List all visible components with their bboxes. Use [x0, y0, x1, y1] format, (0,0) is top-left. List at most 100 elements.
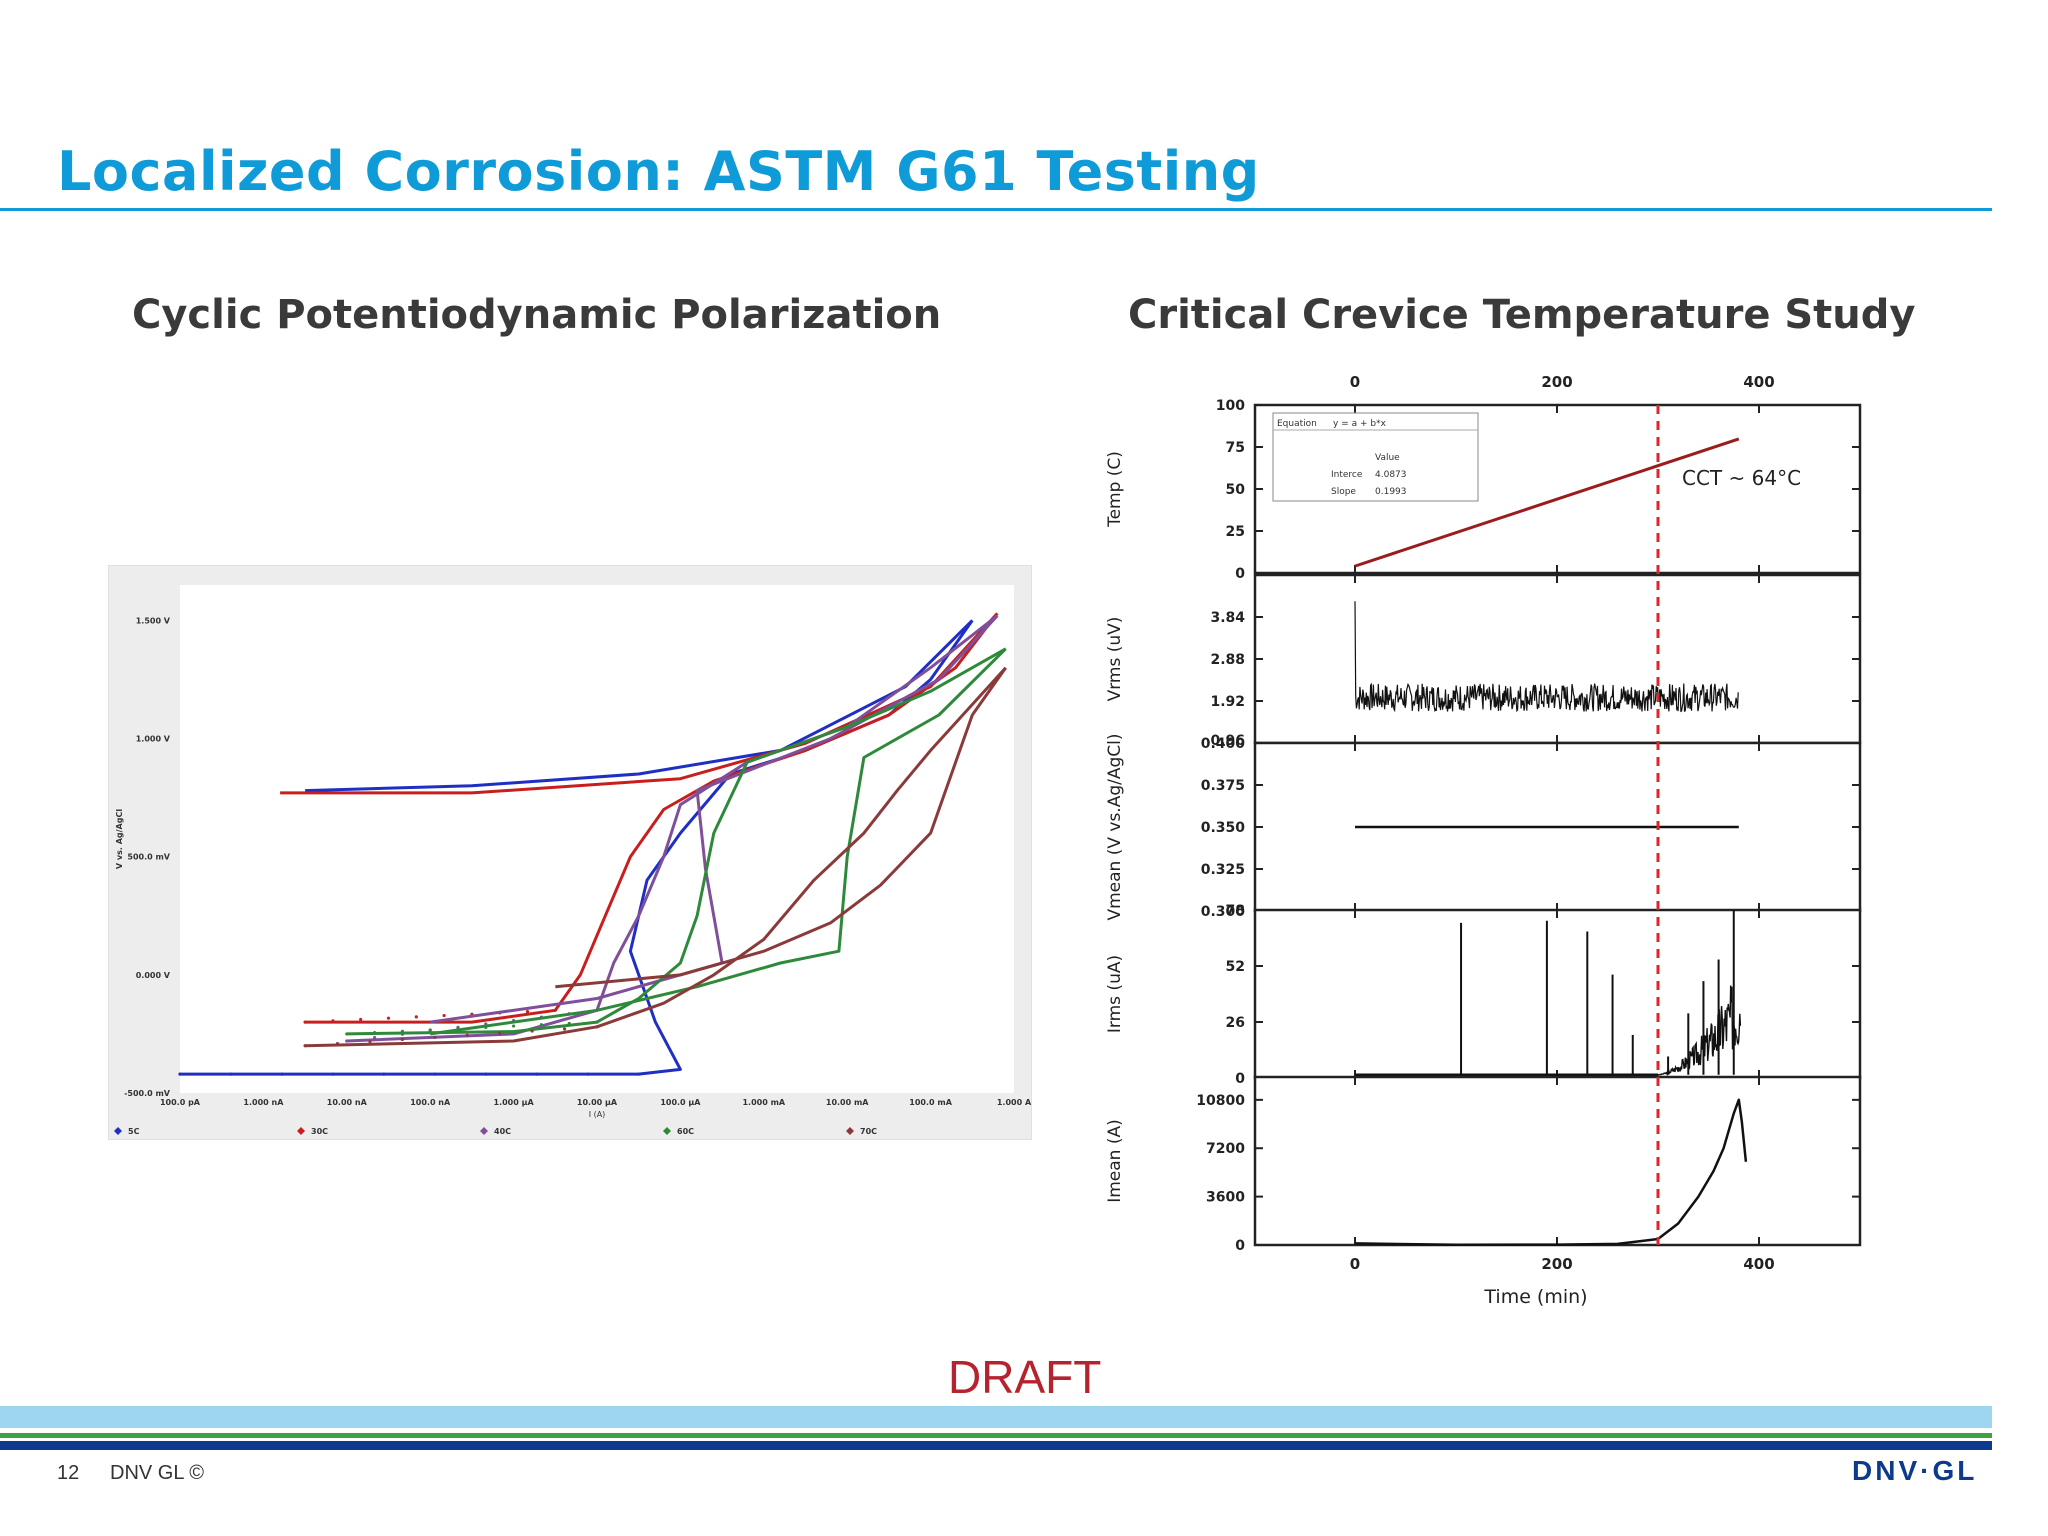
cpp-marker-30c: [303, 1020, 307, 1024]
cct-fit-table-header-value: y = a + b*x: [1333, 419, 1387, 429]
cct-y-axis-label: Temp (C): [1105, 451, 1125, 528]
cct-y-tick-label: 7200: [1206, 1141, 1245, 1157]
cpp-marker-60c: [345, 1032, 349, 1036]
cct-top-x-tick-label: 0: [1350, 373, 1360, 391]
cpp-marker-5c: [229, 1072, 233, 1076]
cct-x-axis-label: Time (min): [1483, 1286, 1587, 1308]
cct-y-tick-label: 0.300: [1201, 904, 1246, 920]
cct-y-axis-label: Imean (A): [1105, 1119, 1125, 1203]
cct-y-tick-label: 0.325: [1201, 862, 1245, 878]
cct-fit-table-header-label: Equation: [1277, 419, 1317, 429]
cpp-curve-60c-reverse: [429, 647, 1007, 1036]
cct-fit-table-col-label: Value: [1375, 453, 1400, 463]
cpp-marker-60c: [484, 1025, 488, 1029]
cpp-legend-label: 60C: [677, 1127, 694, 1136]
cct-annotation: CCT ~ 64°C: [1682, 466, 1801, 490]
cct-panel-frame: [1253, 908, 1862, 1080]
cpp-marker-70c: [368, 1039, 372, 1044]
dnv-gl-logo: DNV·GL: [1852, 1455, 1978, 1486]
cct-y-tick-label: 50: [1226, 482, 1246, 498]
cpp-marker-30c: [359, 1017, 363, 1022]
cpp-marker-70c: [335, 1042, 340, 1046]
cpp-marker-30c: [414, 1015, 418, 1019]
cpp-legend-label: 30C: [311, 1127, 328, 1136]
cpp-legend-label: 70C: [860, 1127, 877, 1136]
cct-y-tick-label: 0: [1235, 1238, 1245, 1254]
cct-panel-frame: [1253, 573, 1862, 745]
cpp-marker-5c: [178, 1072, 182, 1076]
cct-y-tick-label: 1.92: [1210, 694, 1245, 710]
cpp-curve-60c-forward: [346, 647, 1007, 1036]
cpp-series-60c: [345, 647, 1007, 1036]
cpp-marker-70c: [498, 1031, 502, 1035]
cct-vrms-noise: [1354, 601, 1739, 713]
cpp-curve-70c-reverse: [555, 666, 1007, 989]
cct-top-x-tick-label: 200: [1541, 373, 1572, 391]
cct-x-tick-label: 400: [1743, 1255, 1774, 1273]
cpp-x-tick-label: 100.0 µA: [660, 1098, 701, 1107]
cct-y-axis-label: Irms (uA): [1105, 955, 1125, 1033]
cpp-x-tick-label: 10.00 µA: [577, 1098, 618, 1107]
cpp-x-tick-label: 100.0 pA: [160, 1098, 201, 1107]
cct-panel-vmean: 0.300 0.325 0.350 0.375 0.400 Vmean (V vs.Ag/…: [1105, 733, 1862, 921]
cct-irms-growth: [1658, 985, 1742, 1077]
cpp-marker-5c: [280, 1072, 284, 1076]
cpp-marker-60c: [595, 1020, 599, 1024]
cpp-curve-30c-forward: [305, 612, 999, 1024]
cpp-legend-marker: [114, 1127, 122, 1135]
draft-label: DRAFT: [948, 1351, 1102, 1403]
cpp-marker-30c: [386, 1016, 391, 1020]
cct-y-tick-label: 0.350: [1201, 820, 1246, 836]
cpp-marker-60c: [400, 1029, 404, 1033]
cpp-plot-area: [180, 585, 1014, 1093]
cpp-marker-70c: [465, 1033, 469, 1037]
cct-panel-frame: [1253, 1075, 1862, 1247]
cct-fit-table-frame: [1272, 412, 1479, 502]
cpp-marker-70c: [303, 1044, 307, 1048]
cct-fit-table-row-value: 4.0873: [1375, 470, 1407, 480]
cpp-chart: -500.0 mV 0.000 V 500.0 mV 1.000 V 1.500 V 10…: [107, 564, 1033, 1141]
cct-panel-temp: 0 25 50 75 100 Temp (C) Equation y = a + b*x Val…: [1105, 398, 1862, 582]
cpp-marker-60c: [512, 1024, 516, 1028]
cpp-marker-5c: [586, 1072, 590, 1076]
cpp-y-tick-label: 1.500 V: [136, 616, 171, 625]
cct-y-tick-label: 100: [1216, 398, 1245, 414]
cct-y-tick-label: 0.96: [1210, 733, 1245, 749]
cct-y-tick-label: 2.88: [1210, 652, 1245, 668]
cct-panel-vrms: 1.92 2.88 3.84 0.96 Vrms (uV): [1105, 573, 1862, 749]
cpp-marker-60c: [567, 1021, 571, 1026]
cpp-marker-70c: [562, 1027, 567, 1031]
cpp-legend-label: 5C: [128, 1127, 140, 1136]
cpp-marker-60c: [428, 1028, 432, 1032]
cct-x-tick-label: 0: [1350, 1255, 1360, 1273]
cpp-legend-marker: [663, 1127, 671, 1135]
cpp-x-tick-label: 1.000 nA: [243, 1098, 284, 1107]
cpp-y-tick-label: 1.000 V: [136, 735, 171, 744]
cct-y-tick-label: 10800: [1196, 1093, 1245, 1109]
page-number: 12: [57, 1462, 80, 1484]
cpp-marker-5c: [433, 1072, 437, 1076]
cpp-marker-60c: [539, 1023, 543, 1027]
cpp-marker-30c: [331, 1019, 335, 1023]
cpp-marker-5c: [637, 1072, 641, 1076]
cpp-curve-70c-forward: [305, 666, 1007, 1048]
footer-band-blue: [0, 1441, 1992, 1450]
cpp-x-tick-label: 1.000 A: [997, 1098, 1032, 1107]
cct-fit-table-row-label: Interce: [1331, 470, 1363, 480]
cct-y-tick-label: 3600: [1206, 1190, 1245, 1206]
cpp-marker-70c: [530, 1029, 534, 1033]
cpp-x-tick-label: 100.0 mA: [909, 1098, 952, 1107]
cct-y-tick-label: 78: [1226, 903, 1245, 919]
cpp-y-tick-label: -500.0 mV: [124, 1089, 171, 1098]
cct-fit-table-row-label: Slope: [1331, 487, 1356, 497]
copyright: DNV GL ©: [110, 1462, 205, 1484]
cct-y-tick-label: 0.375: [1201, 778, 1245, 794]
cpp-marker-5c: [484, 1072, 488, 1076]
cpp-y-tick-label: 500.0 mV: [127, 853, 170, 862]
slide-title: Localized Corrosion: ASTM G61 Testing: [57, 140, 1260, 203]
cpp-marker-40c: [373, 1036, 377, 1040]
cct-y-tick-label: 3.84: [1210, 610, 1245, 626]
cpp-marker-60c: [373, 1031, 377, 1035]
cpp-curve-40c-reverse: [429, 614, 999, 1024]
cpp-marker-70c: [400, 1037, 404, 1042]
